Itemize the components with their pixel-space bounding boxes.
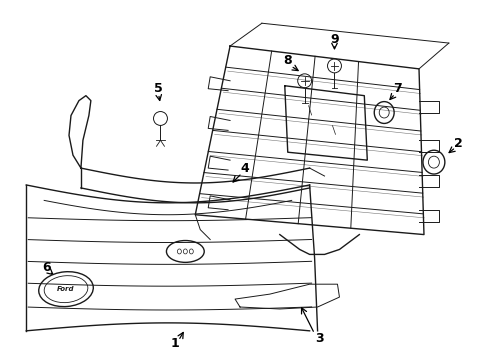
Text: 6: 6 bbox=[42, 261, 50, 274]
Text: Ford: Ford bbox=[57, 286, 75, 292]
Text: 4: 4 bbox=[240, 162, 249, 175]
Text: 9: 9 bbox=[329, 33, 338, 46]
Text: 2: 2 bbox=[453, 137, 462, 150]
Text: 3: 3 bbox=[315, 332, 323, 345]
Text: 5: 5 bbox=[154, 82, 163, 95]
Text: 7: 7 bbox=[392, 82, 401, 95]
Text: 1: 1 bbox=[171, 337, 180, 350]
Text: 8: 8 bbox=[283, 54, 291, 67]
